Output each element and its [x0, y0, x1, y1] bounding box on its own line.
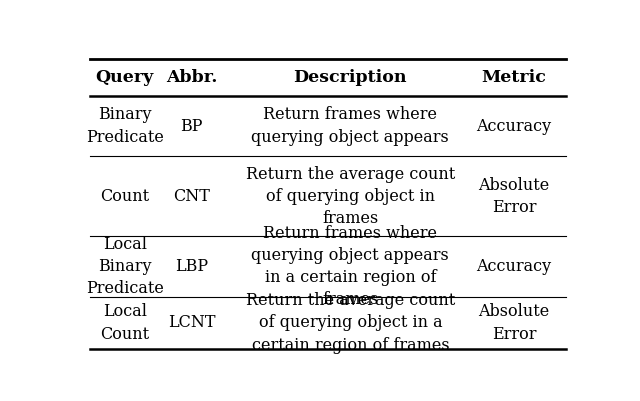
Text: Return the average count
of querying object in a
certain region of frames: Return the average count of querying obj… — [246, 292, 455, 354]
Text: CNT: CNT — [173, 188, 210, 205]
Text: Absolute
Error: Absolute Error — [478, 303, 550, 342]
Text: Binary
Predicate: Binary Predicate — [86, 107, 164, 146]
Text: Abbr.: Abbr. — [166, 69, 218, 86]
Text: Accuracy: Accuracy — [476, 258, 552, 275]
Text: Return frames where
querying object appears: Return frames where querying object appe… — [252, 107, 449, 146]
Text: LBP: LBP — [175, 258, 208, 275]
Text: Absolute
Error: Absolute Error — [478, 177, 550, 216]
Text: Metric: Metric — [481, 69, 547, 86]
Text: Count: Count — [100, 188, 149, 205]
Text: LCNT: LCNT — [168, 314, 215, 331]
Text: Return the average count
of querying object in
frames: Return the average count of querying obj… — [246, 166, 455, 227]
Text: Return frames where
querying object appears
in a certain region of
frames: Return frames where querying object appe… — [252, 225, 449, 308]
Text: Local
Binary
Predicate: Local Binary Predicate — [86, 236, 164, 297]
Text: Query: Query — [95, 69, 154, 86]
Text: Accuracy: Accuracy — [476, 117, 552, 135]
Text: Local
Count: Local Count — [100, 303, 149, 342]
Text: Description: Description — [294, 69, 407, 86]
Text: BP: BP — [180, 117, 203, 135]
